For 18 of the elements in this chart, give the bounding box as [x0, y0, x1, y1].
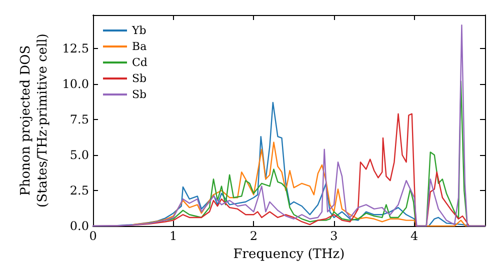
legend-label: Sb [132, 88, 147, 101]
x-tick-label: 3 [330, 229, 338, 243]
x-axis-title: Frequency (THz) [233, 247, 345, 262]
x-tick-label: 0 [89, 229, 97, 243]
legend-label: Yb [131, 24, 146, 37]
y-tick-label: 12.5 [62, 42, 89, 56]
y-tick-label: 5.0 [70, 148, 89, 162]
y-axis-title: Phonon projected DOS (States/THz·primitive cell) [18, 33, 50, 208]
legend-label: Cd [132, 56, 148, 69]
x-tick-label: 2 [250, 229, 258, 243]
y-tick-label: 10.0 [62, 77, 89, 92]
legend-label: Sb [132, 72, 147, 85]
x-tick-label: 4 [410, 229, 418, 243]
legend-label: Ba [132, 40, 148, 53]
y-tick-label: 7.5 [70, 112, 89, 127]
y-tick-label: 0.0 [70, 219, 89, 233]
y-tick-label: 2.5 [70, 184, 89, 198]
x-tick-label: 1 [170, 229, 178, 243]
